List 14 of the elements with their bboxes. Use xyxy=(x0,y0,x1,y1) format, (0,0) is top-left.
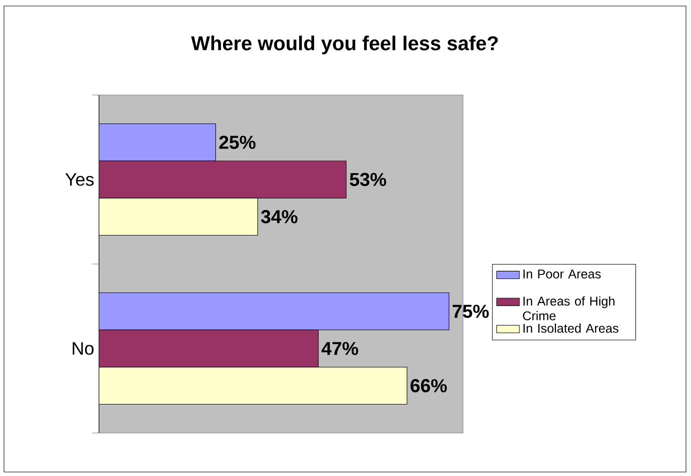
data-label: 53% xyxy=(350,172,386,186)
legend-label: In Areas of High Crime xyxy=(522,296,614,320)
data-label: 47% xyxy=(322,342,358,356)
data-label: 66% xyxy=(410,379,447,392)
data-label: 25% xyxy=(219,136,256,149)
y-tick-label: Yes xyxy=(65,173,94,186)
bar xyxy=(99,198,258,236)
chart-title: Where would you feel less safe? xyxy=(191,36,498,54)
legend-label: In Poor Areas xyxy=(524,270,601,278)
y-tick-label: No xyxy=(72,342,94,355)
legend-label: In Isolated Areas xyxy=(524,323,618,333)
data-label: 34% xyxy=(261,210,298,224)
bar xyxy=(99,366,408,405)
data-label: 75% xyxy=(452,304,489,318)
